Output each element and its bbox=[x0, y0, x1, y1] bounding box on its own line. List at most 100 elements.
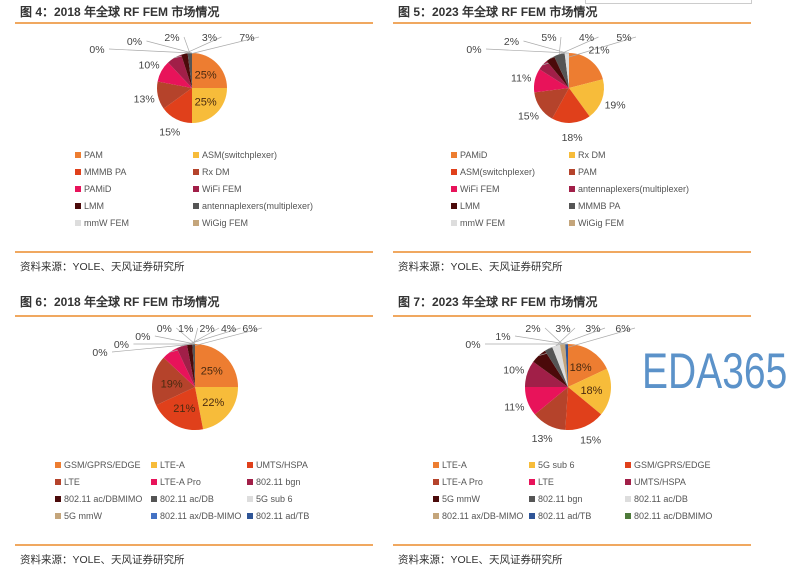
figure-6-panel: 图 6：2018 年全球 RF FEM 市场情况 25% 22% 21% 19% 6% 4… bbox=[15, 290, 373, 578]
legend-label: UMTS/HSPA bbox=[634, 477, 686, 487]
legend-label: antennaplexers(multiplexer) bbox=[202, 201, 314, 211]
data-label: 18% bbox=[580, 385, 602, 397]
data-label: 25% bbox=[201, 365, 223, 377]
data-label: 25% bbox=[195, 69, 217, 81]
leader-line bbox=[193, 327, 199, 345]
legend-label: 5G mmW bbox=[64, 511, 102, 521]
pie-slice bbox=[546, 56, 569, 88]
legend-label: 802.11 ac/DBMIMO bbox=[64, 494, 143, 504]
data-label: 11% bbox=[511, 72, 531, 84]
legend-label: UMTS/HSPA bbox=[256, 460, 308, 470]
legend-item: PAMiD bbox=[451, 150, 569, 160]
legend-item: MMMB PA bbox=[569, 201, 719, 211]
leader-line bbox=[544, 327, 563, 345]
legend: PAMiD Rx DM ASM(switchplexer) PAM WiFi FEM an… bbox=[451, 150, 719, 228]
legend-item: 802.11 bgn bbox=[529, 494, 625, 504]
pie-slice bbox=[156, 387, 204, 430]
data-label: 13% bbox=[134, 94, 155, 106]
legend-swatch bbox=[433, 513, 439, 519]
legend-label: LMM bbox=[460, 201, 480, 211]
legend-label: LTE-A bbox=[160, 460, 185, 470]
legend-swatch bbox=[193, 169, 199, 175]
data-label: 3% bbox=[202, 32, 217, 44]
pie-chart: 25% 25% 15% 13% 10% 7% 3% 2% 0% 0% bbox=[89, 32, 260, 139]
legend-item: 5G mmW bbox=[55, 511, 151, 521]
legend-label: MMMB PA bbox=[578, 201, 621, 211]
legend-label: PAM bbox=[578, 167, 597, 177]
data-label: 11% bbox=[504, 401, 524, 413]
legend-item: PAMiD bbox=[75, 184, 193, 194]
figure-4-panel: 图 4：2018 年全球 RF FEM 市场情况 25% 25% 15% 13% 10%… bbox=[15, 0, 373, 288]
data-label: 18% bbox=[562, 132, 583, 144]
figure-5-panel: 图 5：2023 年全球 RF FEM 市场情况 21% 19% 18% 15% 11%… bbox=[393, 0, 751, 288]
data-label: 0% bbox=[157, 323, 172, 335]
data-label: 7% bbox=[239, 32, 254, 44]
data-label: 25% bbox=[195, 97, 217, 109]
legend-swatch bbox=[451, 220, 457, 226]
legend-swatch bbox=[75, 152, 81, 158]
pie-slice bbox=[559, 344, 568, 387]
legend-item: mmW FEM bbox=[451, 218, 569, 228]
data-label: 4% bbox=[579, 32, 594, 44]
legend-swatch bbox=[625, 496, 631, 502]
legend-item: 5G sub 6 bbox=[247, 494, 343, 504]
legend-label: GSM/GPRS/EDGE bbox=[634, 460, 711, 470]
legend: PAM ASM(switchplexer) MMMB PA Rx DM PAMiD WiF… bbox=[75, 150, 343, 228]
pie-slice bbox=[525, 361, 568, 387]
legend-label: PAMiD bbox=[460, 150, 488, 160]
legend-label: MMMB PA bbox=[84, 167, 127, 177]
figure-7-panel: 图 7：2023 年全球 RF FEM 市场情况 18% 18% 15% 13% 11%… bbox=[393, 290, 751, 578]
legend-label: PAMiD bbox=[84, 184, 112, 194]
legend-item: 802.11 ac/DBMIMO bbox=[55, 494, 151, 504]
legend-item: LTE-A Pro bbox=[433, 477, 529, 487]
pie-slice bbox=[564, 53, 569, 88]
legend-label: 802.11 ax/DB-MIMO bbox=[442, 511, 524, 521]
legend-label: Rx DM bbox=[202, 167, 230, 177]
legend-item: GSM/GPRS/EDGE bbox=[625, 460, 721, 470]
legend-item: WiGig FEM bbox=[569, 218, 719, 228]
data-label: 10% bbox=[139, 59, 160, 71]
legend-item: Rx DM bbox=[193, 167, 343, 177]
pie-slice bbox=[569, 79, 604, 117]
legend-item: WiGig FEM bbox=[193, 218, 343, 228]
pie-slice bbox=[534, 387, 568, 430]
legend-label: 5G mmW bbox=[442, 494, 480, 504]
legend-item: LMM bbox=[75, 201, 193, 211]
legend-swatch bbox=[433, 496, 439, 502]
pie-slice bbox=[195, 387, 238, 430]
data-label: 15% bbox=[580, 434, 601, 446]
legend-item: antennaplexers(multiplexer) bbox=[569, 184, 719, 194]
pie-slice bbox=[186, 344, 195, 387]
legend-item: LTE-A Pro bbox=[151, 477, 247, 487]
legend-swatch bbox=[569, 169, 575, 175]
data-label: 6% bbox=[615, 323, 630, 335]
figure-title: 图 6：2018 年全球 RF FEM 市场情况 bbox=[20, 295, 220, 309]
legend-item: 802.11 ac/DB bbox=[625, 494, 721, 504]
divider bbox=[15, 251, 373, 253]
pie-slice bbox=[163, 348, 195, 387]
legend-item: 802.11 ac/DBMIMO bbox=[625, 511, 721, 521]
data-label: 0% bbox=[465, 339, 480, 351]
legend-item: UMTS/HSPA bbox=[247, 460, 343, 470]
pie-slice bbox=[525, 387, 568, 415]
legend-label: 802.11 ac/DB bbox=[160, 494, 214, 504]
leader-line bbox=[485, 48, 570, 54]
pie-slice bbox=[181, 53, 192, 88]
data-label: 0% bbox=[135, 331, 150, 343]
legend-swatch bbox=[193, 186, 199, 192]
legend-item: PAM bbox=[569, 167, 719, 177]
legend-swatch bbox=[55, 513, 61, 519]
legend-swatch bbox=[569, 152, 575, 158]
legend-swatch bbox=[55, 479, 61, 485]
figure-title: 图 5：2023 年全球 RF FEM 市场情况 bbox=[398, 5, 598, 19]
pie-slice bbox=[552, 88, 590, 123]
legend-item: GSM/GPRS/EDGE bbox=[55, 460, 151, 470]
legend-swatch bbox=[625, 513, 631, 519]
pie-slice bbox=[192, 344, 195, 387]
legend-swatch bbox=[247, 462, 253, 468]
pie-slice bbox=[192, 88, 227, 123]
pie-slice bbox=[187, 53, 192, 88]
leader-line bbox=[146, 40, 193, 54]
legend-swatch bbox=[193, 203, 199, 209]
source-note: 资料来源：YOLE、天风证券研究所 bbox=[398, 554, 563, 566]
